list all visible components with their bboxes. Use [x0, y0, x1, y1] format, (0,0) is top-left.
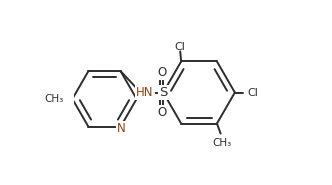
Text: N: N	[117, 122, 126, 135]
Text: O: O	[157, 66, 166, 79]
Text: CH₃: CH₃	[212, 138, 231, 148]
Text: O: O	[157, 106, 166, 119]
Text: Cl: Cl	[247, 88, 258, 97]
Text: CH₃: CH₃	[45, 94, 64, 104]
Text: HN: HN	[136, 86, 154, 99]
Text: Cl: Cl	[175, 42, 186, 52]
Text: S: S	[159, 86, 167, 99]
